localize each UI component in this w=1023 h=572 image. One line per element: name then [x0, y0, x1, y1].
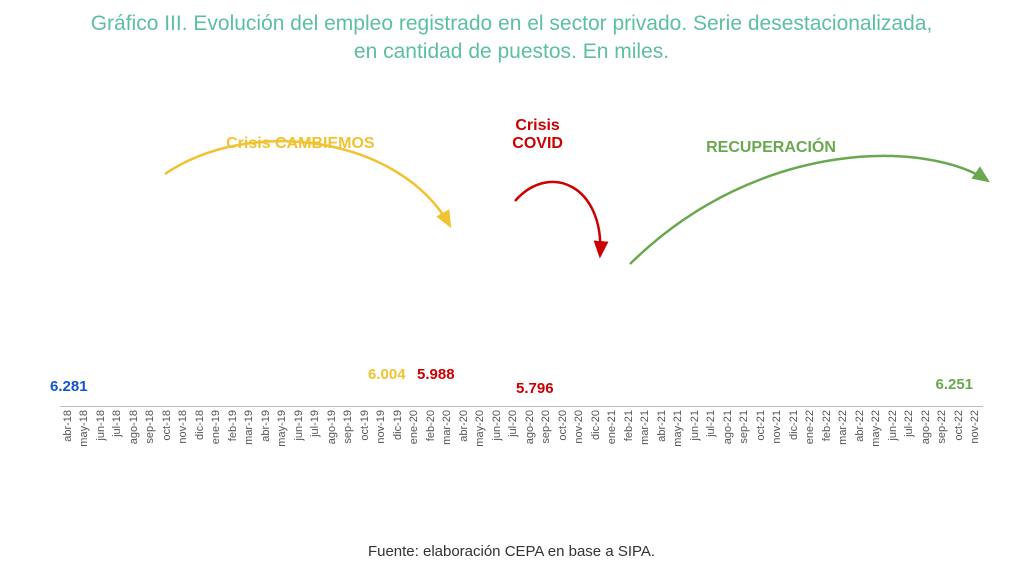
- x-tick-label: jul-20: [507, 406, 519, 437]
- x-tick-label: jun-19: [293, 406, 305, 441]
- x-tick-label: dic-20: [590, 406, 602, 440]
- x-tick-label: oct-19: [359, 406, 371, 441]
- x-tick-label: may-20: [474, 406, 486, 447]
- x-tick-label: ago-18: [128, 406, 140, 444]
- x-tick-label: ene-22: [804, 406, 816, 444]
- x-tick-label: jul-18: [111, 406, 123, 437]
- value-label: 6.251: [936, 376, 974, 393]
- x-tick-label: dic-19: [392, 406, 404, 440]
- x-tick-label: oct-20: [557, 406, 569, 441]
- x-tick-label: sep-19: [342, 406, 354, 444]
- x-tick-label: sep-20: [540, 406, 552, 444]
- x-tick-label: mar-22: [837, 406, 849, 445]
- x-tick-label: sep-21: [738, 406, 750, 444]
- x-tick-label: nov-22: [969, 406, 981, 444]
- x-tick-label: jun-20: [491, 406, 503, 441]
- x-tick-label: feb-21: [623, 406, 635, 441]
- value-label: 5.988: [417, 366, 455, 383]
- x-tick-label: feb-20: [425, 406, 437, 441]
- x-tick-label: abr-18: [62, 406, 74, 442]
- x-tick-label: abr-19: [260, 406, 272, 442]
- period-label: CrisisCOVID: [512, 117, 563, 153]
- x-tick-label: jun-18: [95, 406, 107, 441]
- x-tick-label: nov-19: [375, 406, 387, 444]
- x-tick-label: mar-19: [243, 406, 255, 445]
- x-tick-label: dic-18: [194, 406, 206, 440]
- x-tick-label: nov-21: [771, 406, 783, 444]
- x-tick-label: may-22: [870, 406, 882, 447]
- x-tick-label: ago-22: [920, 406, 932, 444]
- x-tick-label: dic-21: [788, 406, 800, 440]
- x-tick-label: mar-21: [639, 406, 651, 445]
- x-tick-label: ago-19: [326, 406, 338, 444]
- period-label: Crisis CAMBIEMOS: [226, 135, 374, 153]
- x-tick-label: ene-19: [210, 406, 222, 444]
- x-tick-label: ago-21: [722, 406, 734, 444]
- x-tick-label: oct-22: [953, 406, 965, 441]
- period-label: RECUPERACIÓN: [706, 139, 836, 157]
- x-tick-label: nov-18: [177, 406, 189, 444]
- x-tick-label: jul-22: [903, 406, 915, 437]
- x-tick-label: may-21: [672, 406, 684, 447]
- x-tick-label: jul-21: [705, 406, 717, 437]
- x-tick-label: jul-19: [309, 406, 321, 437]
- x-tick-label: nov-20: [573, 406, 585, 444]
- bars-container: abr-18may-18jun-18jul-18ago-18sep-18oct-…: [60, 146, 983, 407]
- chart-source: Fuente: elaboración CEPA en base a SIPA.: [0, 543, 1023, 560]
- x-tick-label: oct-18: [161, 406, 173, 441]
- value-label: 6.004: [368, 366, 406, 383]
- x-tick-label: abr-22: [854, 406, 866, 442]
- value-label: 5.796: [516, 380, 554, 397]
- x-tick-label: feb-19: [227, 406, 239, 441]
- x-tick-label: abr-20: [458, 406, 470, 442]
- x-tick-label: ene-21: [606, 406, 618, 444]
- x-tick-label: jun-21: [689, 406, 701, 441]
- x-tick-label: sep-22: [936, 406, 948, 444]
- x-tick-label: oct-21: [755, 406, 767, 441]
- x-tick-label: abr-21: [656, 406, 668, 442]
- x-tick-label: sep-18: [144, 406, 156, 444]
- x-tick-label: mar-20: [441, 406, 453, 445]
- x-tick-label: may-18: [78, 406, 90, 447]
- value-label: 6.281: [50, 378, 88, 395]
- x-tick-label: may-19: [276, 406, 288, 447]
- x-tick-label: feb-22: [821, 406, 833, 441]
- chart-area: abr-18 may-18 jun-18 jul-18 ago-18 sep-18 oct-…: [20, 107, 1003, 467]
- x-tick-label: ene-20: [408, 406, 420, 444]
- chart-title: Gráfico III. Evolución del empleo regist…: [20, 10, 1003, 67]
- x-tick-label: jun-22: [887, 406, 899, 441]
- x-tick-label: ago-20: [524, 406, 536, 444]
